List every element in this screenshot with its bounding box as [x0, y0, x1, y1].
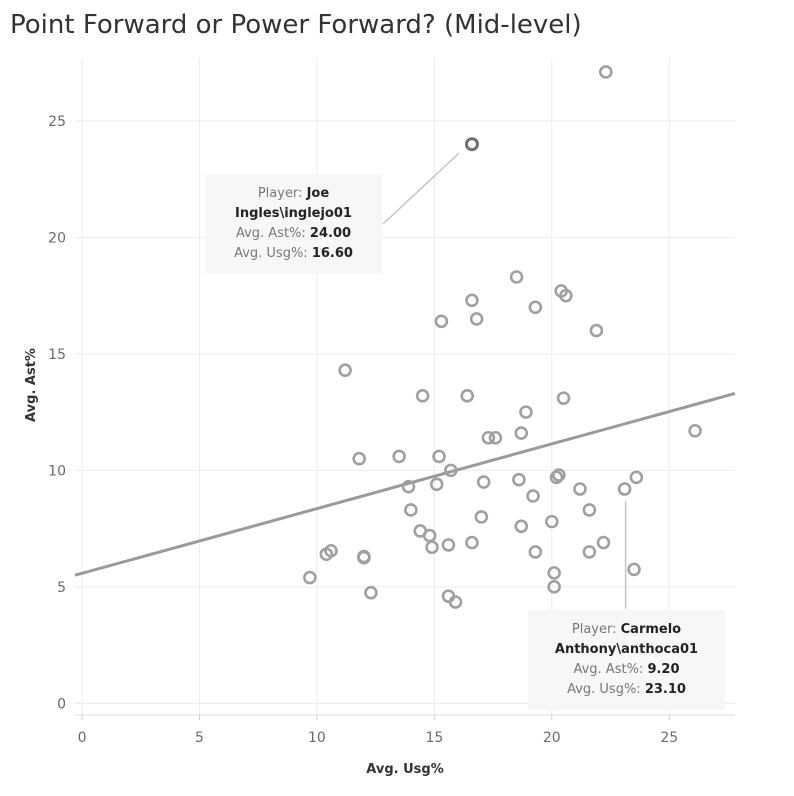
tooltip-label: Avg. Ast%:: [235, 226, 310, 241]
data-point: [629, 470, 644, 485]
x-tick-label: 20: [543, 730, 561, 746]
tooltip-label: Avg. Usg%:: [234, 246, 312, 261]
data-point: [324, 543, 338, 558]
data-point: [528, 300, 543, 315]
data-point: [582, 545, 597, 559]
tooltip-value: Carmelo: [620, 622, 682, 637]
x-tick-label: 25: [660, 730, 678, 746]
data-point: [688, 423, 702, 438]
tooltip-line: Avg. Usg%: 23.10: [528, 680, 725, 700]
data-point: [401, 479, 416, 494]
x-tick-label: 10: [308, 730, 326, 746]
data-point: [460, 389, 475, 403]
data-point: [474, 510, 489, 524]
leader-line: [382, 152, 460, 225]
data-point: [514, 519, 529, 534]
y-axis-title: Avg. Ast%: [24, 348, 39, 422]
tooltip-label: Avg. Ast%:: [573, 662, 648, 677]
y-tick-label: 0: [57, 696, 66, 712]
tooltip-label: Player:: [571, 622, 621, 637]
x-axis-title: Avg. Usg%: [366, 762, 443, 777]
data-point: [357, 550, 371, 565]
data-point: [429, 477, 444, 492]
data-point: [465, 535, 479, 550]
data-point: [544, 514, 559, 529]
data-point: [547, 580, 561, 594]
data-point: [364, 585, 378, 600]
data-point: [596, 535, 611, 550]
data-point: [559, 288, 573, 303]
data-point: [573, 482, 587, 496]
data-points: [303, 65, 702, 609]
data-point: [448, 595, 463, 609]
x-tick-label: 15: [425, 730, 443, 746]
data-point: [582, 503, 597, 517]
data-point: [404, 503, 418, 517]
data-point: [476, 475, 491, 489]
tooltip-line: Anthony\anthoca01: [528, 640, 725, 660]
tooltip-value: Joe: [306, 186, 330, 201]
y-tick-label: 10: [48, 463, 66, 479]
x-tick-label: 5: [195, 730, 204, 746]
data-point: [469, 312, 484, 326]
tooltip-value: Anthony\anthoca01: [554, 642, 699, 657]
data-point: [464, 137, 479, 152]
data-point: [599, 65, 613, 79]
data-point: [556, 391, 571, 405]
data-point: [425, 540, 439, 555]
data-point: [434, 314, 449, 329]
tooltip-line: Avg. Ast%: 24.00: [205, 224, 382, 244]
data-point: [441, 538, 456, 552]
data-point: [547, 566, 561, 580]
grid: [75, 58, 735, 715]
chart-title: Point Forward or Power Forward? (Mid-lev…: [10, 10, 582, 40]
tooltip-value: 23.10: [644, 682, 686, 697]
data-point: [352, 451, 366, 466]
data-point: [303, 570, 317, 585]
data-point: [589, 323, 604, 338]
annotation-leaders: [382, 152, 627, 609]
axes: 0 5 10 15 20 25 0 5 10 15 20 25: [48, 114, 735, 746]
y-tick-label: 25: [48, 114, 66, 130]
data-point: [338, 363, 352, 377]
y-tick-label: 15: [48, 347, 66, 363]
data-point: [488, 430, 503, 445]
data-point: [444, 463, 458, 478]
data-point: [512, 472, 526, 487]
tooltip-carmelo-anthony: Player: Carmelo Anthony\anthoca01 Avg. A…: [528, 610, 725, 710]
tooltip-value: 16.60: [311, 246, 353, 261]
tooltip-joe-ingles: Player: Joe Ingles\inglejo01 Avg. Ast%: …: [205, 174, 382, 274]
data-point: [509, 270, 524, 284]
tooltip-value: 9.20: [647, 662, 680, 677]
tooltip-line: Ingles\inglejo01: [205, 204, 382, 224]
data-point: [514, 426, 529, 440]
tooltip-label: Avg. Usg%:: [567, 682, 645, 697]
tooltip-value: 24.00: [309, 226, 352, 241]
tooltip-line: Avg. Ast%: 9.20: [528, 660, 725, 680]
data-point: [432, 449, 446, 464]
data-point: [519, 405, 533, 419]
data-point: [481, 430, 496, 445]
data-point: [528, 545, 543, 559]
data-point: [627, 562, 641, 577]
data-point: [552, 468, 566, 482]
data-point: [415, 389, 430, 403]
data-point: [392, 449, 406, 464]
y-tick-label: 5: [57, 580, 66, 596]
tooltip-value: Ingles\inglejo01: [235, 206, 352, 221]
tooltip-label: Player:: [257, 186, 307, 201]
data-point: [549, 470, 564, 485]
x-tick-label: 0: [78, 730, 87, 746]
data-point: [422, 528, 437, 543]
data-point: [526, 489, 540, 503]
data-point: [465, 293, 479, 308]
tooltip-line: Player: Joe: [205, 184, 382, 204]
data-point: [617, 482, 632, 496]
y-tick-label: 20: [48, 230, 66, 246]
tooltip-line: Player: Carmelo: [528, 620, 725, 640]
tooltip-line: Avg. Usg%: 16.60: [205, 244, 382, 264]
